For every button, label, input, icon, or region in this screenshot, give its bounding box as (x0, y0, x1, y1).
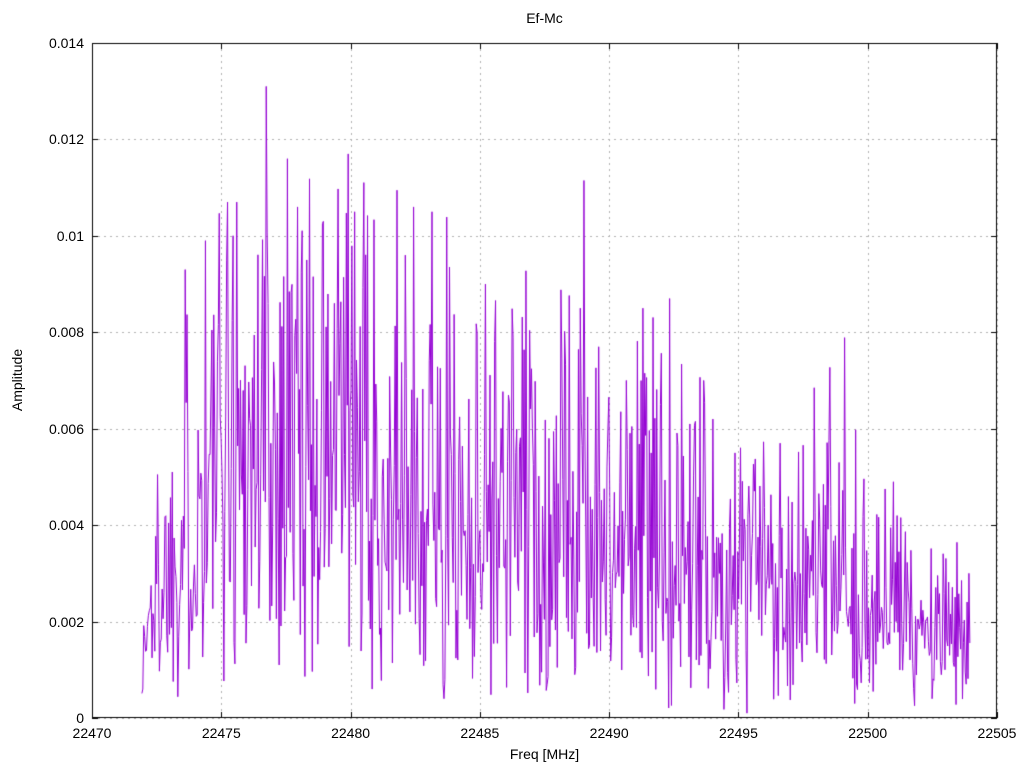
x-tick-label: 22500 (848, 725, 888, 741)
x-tick-label: 22505 (977, 725, 1017, 741)
x-tick-label: 22480 (331, 725, 371, 741)
x-tick-label: 22475 (201, 725, 241, 741)
y-tick-label: 0.01 (56, 227, 84, 244)
x-tick-label: 22495 (718, 725, 758, 741)
x-tick-label: 22485 (460, 725, 500, 741)
x-axis-label: Freq [MHz] (509, 746, 580, 762)
y-tick-label: 0.002 (48, 613, 84, 630)
y-tick-label: 0 (76, 710, 84, 726)
y-axis-label: Amplitude (9, 348, 25, 412)
y-tick-label: 0.012 (48, 131, 84, 148)
y-tick-label: 0.014 (48, 35, 84, 51)
y-tick-label: 0.008 (48, 324, 84, 341)
y-tick-label: 0.006 (48, 420, 84, 437)
x-tick-label: 22470 (72, 725, 112, 741)
x-tick-label: 22490 (589, 725, 629, 741)
y-tick-label: 0.004 (48, 517, 84, 534)
chart-title: Ef-Mc (526, 10, 563, 26)
